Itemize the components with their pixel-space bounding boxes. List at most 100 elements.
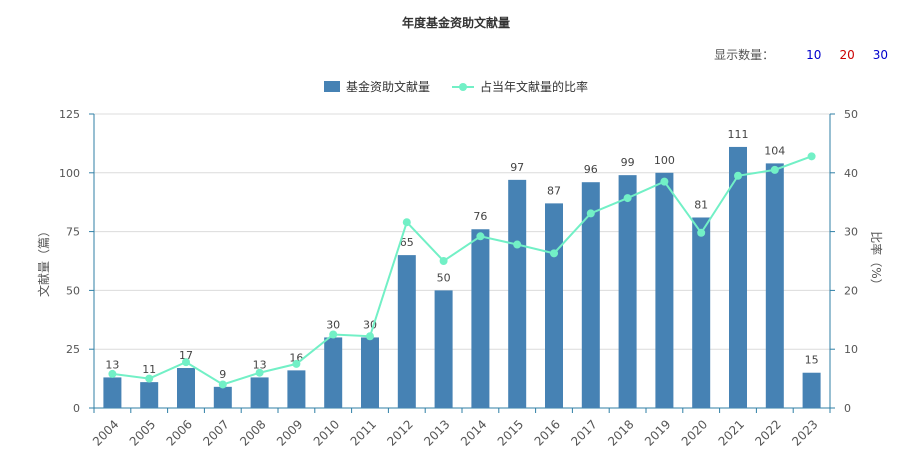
bar-data-label: 11: [142, 363, 156, 376]
bar-data-label: 15: [805, 354, 819, 367]
y2-tick-label: 50: [844, 108, 858, 121]
bar: [729, 146, 747, 409]
ratio-line: [112, 155, 812, 386]
bar-data-label: 81: [694, 198, 708, 211]
y-tick-label: 25: [66, 343, 80, 356]
bar: [692, 217, 711, 408]
x-tick-label: 2023: [789, 417, 820, 448]
x-tick-label: 2016: [532, 417, 563, 448]
x-tick-label: 2009: [274, 417, 305, 448]
bar-data-label: 13: [253, 358, 267, 371]
y-tick-label: 100: [59, 167, 80, 180]
bar: [213, 386, 232, 408]
bar-data-label: 13: [105, 358, 119, 371]
x-tick-label: 2004: [90, 417, 121, 448]
ratio-point: [439, 257, 448, 265]
bar: [618, 175, 637, 408]
y2-tick-label: 0: [844, 402, 851, 415]
ratio-point: [218, 380, 227, 389]
bar-data-label: 99: [621, 156, 635, 169]
y2-tick-label: 30: [844, 226, 858, 239]
x-tick-label: 2019: [642, 417, 673, 448]
x-tick-label: 2010: [311, 417, 342, 448]
x-tick-label: 2011: [348, 417, 379, 448]
bar: [361, 337, 379, 408]
bar-data-label: 30: [326, 318, 340, 331]
y-axis-title: 文献量（篇）: [36, 225, 51, 297]
x-tick-label: 2007: [200, 417, 231, 448]
bar-data-label: 96: [584, 163, 598, 176]
ratio-point: [366, 332, 374, 341]
bar: [177, 368, 195, 408]
y-tick-label: 0: [73, 402, 80, 415]
legend-bar-swatch: [323, 81, 340, 92]
x-tick-label: 2008: [237, 417, 268, 448]
display-count-option-20[interactable]: 20: [839, 47, 855, 62]
bar: [250, 377, 269, 408]
legend-label-line: 占当年文献量的比率: [480, 80, 589, 94]
x-tick-label: 2017: [568, 417, 599, 448]
bar: [287, 370, 306, 408]
ratio-point: [550, 249, 558, 258]
ratio-point: [770, 165, 779, 174]
x-tick-label: 2013: [421, 417, 452, 448]
bar: [765, 163, 784, 408]
x-tick-label: 2012: [384, 417, 415, 448]
chart-legend: 基金资助文献量 占当年文献量的比率: [0, 78, 912, 95]
bar-data-label: 17: [179, 349, 193, 362]
ratio-point: [623, 194, 632, 203]
display-count-selector: 显示数量： 10 20 30: [714, 46, 888, 63]
y-tick-label: 125: [59, 108, 80, 121]
x-tick-label: 2014: [458, 417, 489, 448]
ratio-point: [255, 368, 264, 377]
legend-line-swatch: [452, 81, 474, 92]
x-tick-label: 2005: [127, 417, 158, 448]
y2-tick-label: 40: [844, 167, 858, 180]
bar: [434, 290, 453, 408]
bar-data-label: 50: [437, 271, 451, 284]
ratio-point: [476, 232, 485, 241]
y2-tick-label: 20: [844, 284, 858, 297]
legend-item-line[interactable]: 占当年文献量的比率: [452, 78, 588, 95]
display-count-label: 显示数量：: [714, 48, 775, 62]
bar-data-label: 9: [219, 368, 226, 381]
ratio-point: [292, 359, 301, 368]
bar: [655, 172, 674, 408]
bar: [103, 377, 122, 408]
x-tick-label: 2015: [495, 417, 526, 448]
ratio-point: [402, 218, 411, 227]
ratio-point: [145, 374, 154, 383]
ratio-point: [182, 358, 190, 367]
x-tick-label: 2022: [752, 417, 783, 448]
ratio-point: [108, 369, 117, 378]
bar: [581, 182, 600, 408]
y2-tick-label: 10: [844, 343, 858, 356]
y2-axis-title: 比率（%）: [869, 231, 884, 290]
display-count-option-30[interactable]: 30: [872, 47, 888, 62]
ratio-point: [660, 177, 669, 186]
bar: [140, 382, 159, 408]
chart-title: 年度基金资助文献量: [401, 16, 510, 30]
bar: [397, 255, 416, 408]
bar: [324, 337, 343, 408]
bar: [545, 203, 563, 408]
ratio-point: [513, 240, 522, 249]
x-tick-label: 2018: [605, 417, 636, 448]
bar: [802, 372, 821, 408]
display-count-option-10[interactable]: 10: [806, 47, 822, 62]
bar-data-label: 104: [764, 144, 785, 157]
x-tick-label: 2020: [679, 417, 710, 448]
ratio-point: [697, 228, 706, 237]
ratio-point: [734, 171, 742, 180]
bar: [508, 179, 527, 408]
y-tick-label: 50: [66, 284, 80, 297]
legend-item-bar[interactable]: 基金资助文献量: [323, 78, 430, 95]
ratio-point: [329, 330, 338, 339]
x-tick-label: 2006: [164, 417, 195, 448]
x-tick-label: 2021: [716, 417, 747, 448]
legend-label-bar: 基金资助文献量: [345, 80, 430, 94]
bar: [471, 229, 490, 408]
bar-data-label: 65: [400, 236, 414, 249]
bar-data-label: 97: [510, 161, 524, 174]
